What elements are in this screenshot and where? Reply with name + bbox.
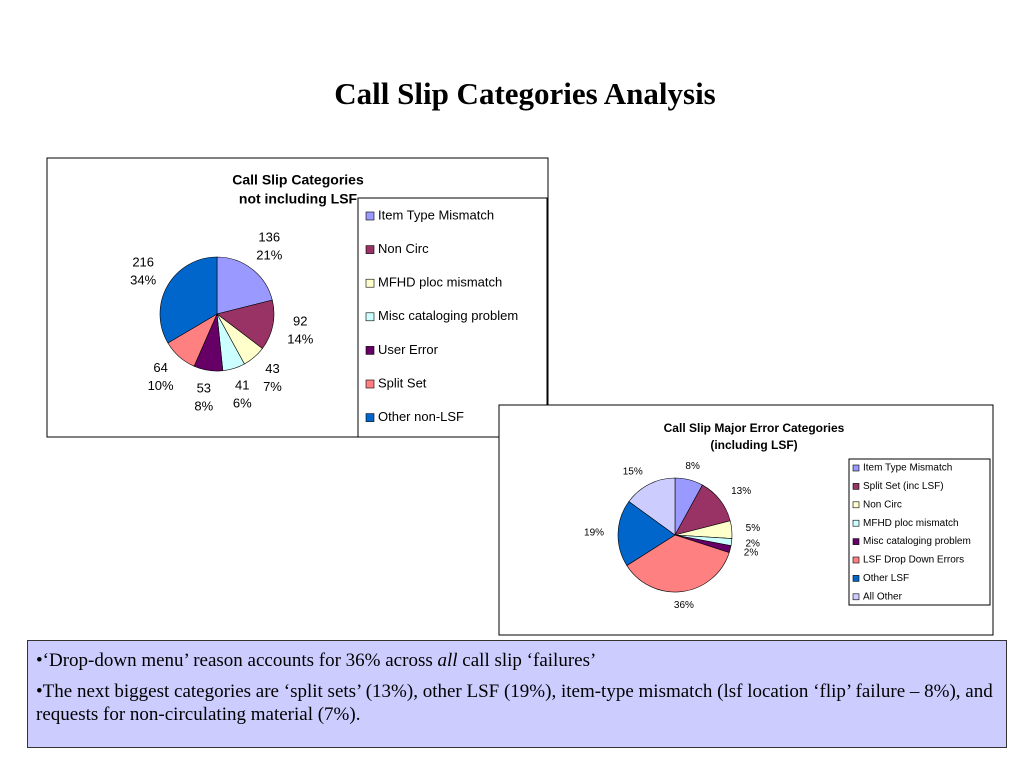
data-label: 41: [235, 378, 249, 393]
bullet: •The next biggest categories are ‘split …: [36, 680, 998, 726]
chart-title: Call Slip Major Error Categories: [664, 421, 845, 435]
legend-label: Misc cataloging problem: [378, 308, 518, 323]
legend-label: Non Circ: [378, 241, 429, 256]
percent-label: 10%: [148, 378, 174, 393]
legend-swatch: [852, 575, 860, 582]
text: all: [437, 650, 458, 671]
pie-slice: [159, 256, 218, 344]
chart-title: not including LSF: [239, 191, 358, 207]
legend-label: Misc cataloging problem: [863, 536, 971, 547]
pie-slice: [216, 299, 275, 349]
data-label: 2%: [744, 547, 759, 558]
data-label: 53: [197, 380, 211, 395]
data-label: 43: [265, 361, 279, 376]
legend-swatch: [365, 278, 375, 288]
data-label: 8%: [685, 461, 700, 472]
legend-label: User Error: [378, 342, 439, 357]
data-label: 36%: [674, 600, 694, 611]
percent-label: 14%: [287, 332, 313, 347]
legend-swatch: [365, 346, 375, 355]
legend-label: MFHD ploc mismatch: [378, 275, 502, 290]
legend-label: Split Set (inc LSF): [863, 481, 944, 492]
legend-swatch: [365, 413, 375, 422]
legend-label: LSF Drop Down Errors: [863, 555, 964, 566]
chart-title: Call Slip Categories: [232, 172, 364, 188]
slide-title: Call Slip Categories Analysis: [334, 76, 716, 111]
legend-swatch: [852, 556, 860, 564]
legend-swatch: [365, 245, 375, 254]
legend-swatch: [365, 312, 375, 322]
pie-slice: [216, 256, 273, 315]
legend-swatch: [852, 464, 860, 472]
data-label: 13%: [731, 486, 751, 497]
data-label: 2%: [745, 539, 760, 550]
legend-frame: [848, 458, 991, 606]
pie-slice: [626, 534, 730, 593]
legend-swatch: [365, 379, 375, 389]
data-label: 19%: [584, 527, 604, 538]
pie-slice: [628, 477, 676, 536]
chart-title: (including LSF): [710, 438, 797, 452]
data-label: 64: [153, 360, 167, 375]
legend-label: All Other: [863, 591, 903, 602]
legend-label: Other non-LSF: [378, 409, 464, 424]
legend-label: Item Type Mismatch: [378, 207, 494, 222]
percent-label: 8%: [194, 398, 213, 413]
legend-swatch: [852, 519, 860, 527]
percent-label: 34%: [130, 272, 156, 287]
text: •The next biggest categories are ‘split …: [36, 681, 993, 725]
notes-box: •‘Drop-down menu’ reason accounts for 36…: [27, 640, 1007, 748]
legend-swatch: [365, 211, 375, 221]
data-label: 216: [132, 254, 154, 269]
legend-swatch: [852, 538, 860, 545]
pie-slice: [617, 501, 676, 566]
percent-label: 6%: [233, 396, 252, 411]
legend-label: Item Type Mismatch: [863, 463, 952, 474]
legend-label: Non Circ: [863, 499, 902, 510]
legend-frame: [357, 197, 548, 438]
bullet: •‘Drop-down menu’ reason accounts for 36…: [36, 649, 998, 672]
text: call slip ‘failures’: [457, 650, 597, 671]
percent-label: 7%: [263, 379, 282, 394]
percent-label: 21%: [256, 247, 282, 262]
data-label: 92: [293, 314, 307, 329]
legend-label: MFHD ploc mismatch: [863, 518, 959, 529]
legend-label: Other LSF: [863, 573, 909, 584]
data-label: 15%: [623, 466, 643, 477]
data-label: 5%: [746, 523, 761, 534]
legend-swatch: [852, 483, 860, 490]
legend-swatch: [852, 501, 860, 509]
data-label: 136: [258, 229, 280, 244]
text: •‘Drop-down menu’ reason accounts for 36…: [36, 650, 438, 671]
legend-label: Split Set: [378, 375, 427, 390]
legend-swatch: [852, 593, 860, 601]
